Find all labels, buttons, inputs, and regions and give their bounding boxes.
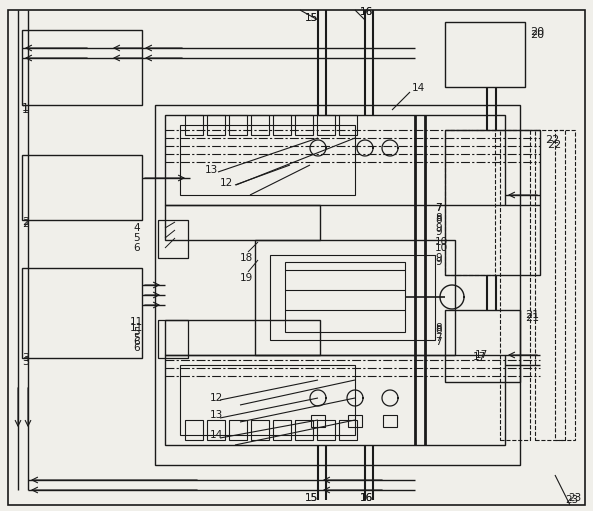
Bar bbox=[383, 415, 397, 427]
Text: 15: 15 bbox=[305, 13, 318, 23]
Text: 1: 1 bbox=[22, 105, 29, 115]
Text: 23: 23 bbox=[568, 493, 581, 503]
Text: 9: 9 bbox=[435, 253, 442, 263]
Bar bbox=[500, 130, 530, 440]
Bar bbox=[251, 420, 269, 440]
Text: 19: 19 bbox=[240, 273, 253, 283]
Text: 3: 3 bbox=[22, 357, 29, 367]
Text: 20: 20 bbox=[530, 27, 544, 37]
Text: 6: 6 bbox=[133, 343, 139, 353]
Bar bbox=[317, 420, 335, 440]
Bar bbox=[295, 420, 313, 440]
Text: 2: 2 bbox=[22, 219, 29, 229]
Text: 14: 14 bbox=[210, 430, 223, 440]
Bar bbox=[165, 355, 505, 445]
Text: 21: 21 bbox=[525, 310, 539, 320]
Bar bbox=[158, 320, 188, 358]
Bar bbox=[339, 420, 357, 440]
Bar bbox=[165, 205, 320, 240]
Text: 5: 5 bbox=[133, 327, 139, 337]
Text: 8: 8 bbox=[435, 213, 442, 223]
Bar bbox=[317, 115, 335, 135]
Text: 9: 9 bbox=[435, 227, 442, 237]
Bar bbox=[22, 268, 142, 358]
Bar bbox=[207, 420, 225, 440]
Bar bbox=[229, 115, 247, 135]
Text: 13: 13 bbox=[205, 165, 218, 175]
Text: 17: 17 bbox=[475, 350, 488, 360]
Bar bbox=[22, 30, 142, 105]
Text: 16: 16 bbox=[360, 493, 373, 503]
Bar bbox=[555, 130, 575, 440]
Text: 16: 16 bbox=[360, 493, 373, 503]
Text: 18: 18 bbox=[240, 253, 253, 263]
Text: 12: 12 bbox=[220, 178, 233, 188]
Text: 7: 7 bbox=[435, 203, 442, 213]
Text: 7: 7 bbox=[435, 203, 442, 213]
Bar bbox=[180, 125, 355, 195]
Bar bbox=[273, 420, 291, 440]
Text: 2: 2 bbox=[22, 217, 29, 227]
Text: 14: 14 bbox=[412, 83, 425, 93]
Bar bbox=[185, 115, 203, 135]
Text: 8: 8 bbox=[435, 325, 442, 335]
Text: 11: 11 bbox=[130, 323, 144, 333]
Text: 8: 8 bbox=[435, 323, 442, 333]
Text: 1: 1 bbox=[22, 103, 29, 113]
Text: 17: 17 bbox=[473, 352, 486, 362]
Text: 9: 9 bbox=[435, 223, 442, 233]
Bar bbox=[270, 255, 435, 340]
Text: 7: 7 bbox=[435, 337, 442, 347]
Bar bbox=[251, 115, 269, 135]
Bar bbox=[180, 365, 355, 435]
Text: 8: 8 bbox=[435, 215, 442, 225]
Text: 3: 3 bbox=[22, 353, 29, 363]
Bar bbox=[273, 115, 291, 135]
Text: 6: 6 bbox=[133, 337, 139, 347]
Text: 9: 9 bbox=[435, 257, 442, 267]
Bar bbox=[255, 240, 455, 355]
Bar bbox=[339, 115, 357, 135]
Text: 10: 10 bbox=[435, 243, 448, 253]
Bar bbox=[445, 310, 520, 382]
Text: 4: 4 bbox=[133, 223, 139, 233]
Bar bbox=[295, 115, 313, 135]
Text: 5: 5 bbox=[133, 333, 139, 343]
Text: 12: 12 bbox=[210, 393, 223, 403]
Text: 20: 20 bbox=[530, 30, 544, 40]
Bar bbox=[535, 130, 565, 440]
Bar bbox=[311, 415, 325, 427]
Bar bbox=[445, 130, 540, 275]
Text: 21: 21 bbox=[525, 313, 539, 323]
Bar bbox=[165, 115, 505, 205]
Text: 11: 11 bbox=[130, 317, 144, 327]
Bar bbox=[348, 415, 362, 427]
Bar bbox=[285, 262, 405, 332]
Text: 15: 15 bbox=[305, 493, 318, 503]
Text: 15: 15 bbox=[305, 493, 318, 503]
Text: 13: 13 bbox=[210, 410, 223, 420]
Text: 7: 7 bbox=[435, 333, 442, 343]
Text: 16: 16 bbox=[360, 7, 373, 17]
Bar bbox=[155, 105, 520, 465]
Text: 5: 5 bbox=[133, 233, 139, 243]
Bar bbox=[229, 420, 247, 440]
Text: 22: 22 bbox=[545, 135, 559, 145]
Bar bbox=[158, 220, 188, 258]
Text: 15: 15 bbox=[305, 13, 318, 23]
Bar bbox=[445, 22, 525, 87]
Text: 22: 22 bbox=[547, 140, 561, 150]
Text: 6: 6 bbox=[133, 243, 139, 253]
Bar bbox=[207, 115, 225, 135]
Bar bbox=[445, 130, 495, 275]
Bar bbox=[165, 320, 320, 355]
Text: 23: 23 bbox=[565, 495, 578, 505]
Bar bbox=[185, 420, 203, 440]
Text: 10: 10 bbox=[435, 237, 448, 247]
Bar bbox=[22, 155, 142, 220]
Text: 16: 16 bbox=[360, 7, 373, 17]
